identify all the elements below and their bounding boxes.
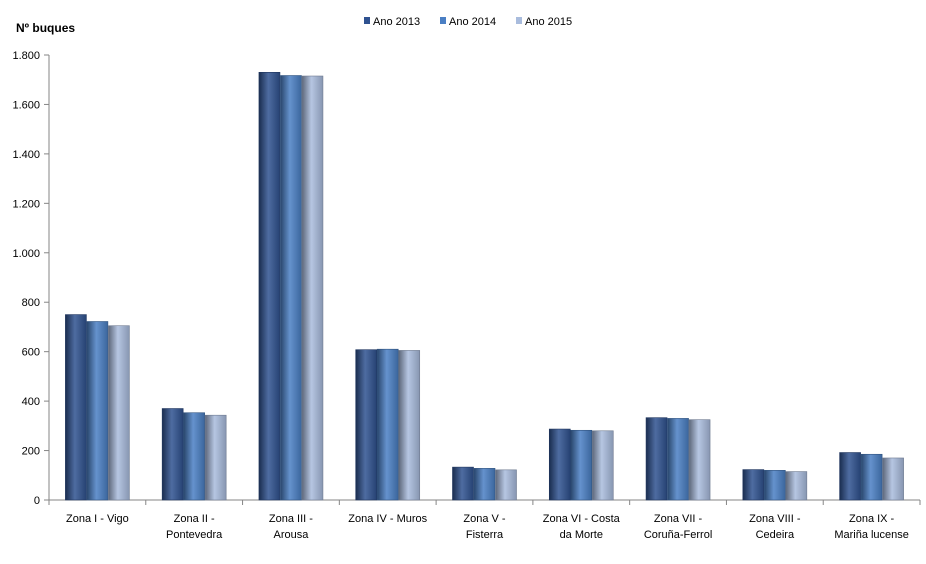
- bar-ano-2015: [301, 75, 324, 501]
- y-tick-label: 400: [22, 396, 40, 408]
- bar-ano-2013: [742, 469, 765, 501]
- x-tick-label: Zona II -Pontevedra: [166, 513, 223, 541]
- legend-swatch: [440, 17, 446, 24]
- bar-ano-2015: [495, 469, 517, 501]
- bar-ano-2014: [86, 321, 109, 501]
- legend-label: Ano 2014: [449, 16, 496, 28]
- y-tick-label: 200: [22, 446, 40, 458]
- bar-ano-2013: [645, 417, 668, 501]
- bars: [65, 72, 904, 501]
- y-axis-label: Nº buques: [16, 21, 75, 35]
- x-tick-label: Zona IV - Muros: [348, 513, 427, 525]
- bar-ano-2013: [452, 466, 474, 501]
- legend-swatch: [516, 17, 522, 24]
- x-tick-label: Zona VII -Coruña-Ferrol: [644, 513, 712, 541]
- legend-label: Ano 2015: [525, 16, 572, 28]
- bar-ano-2015: [882, 457, 904, 501]
- bar-ano-2014: [376, 348, 399, 501]
- bar-ano-2014: [570, 429, 593, 501]
- y-tick-label: 1.200: [12, 198, 40, 210]
- legend-label: Ano 2013: [373, 16, 420, 28]
- bar-ano-2015: [591, 430, 614, 501]
- y-tick-label: 1.800: [12, 50, 40, 62]
- bar-ano-2014: [183, 412, 205, 501]
- bar-ano-2013: [258, 72, 281, 501]
- y-tick-label: 1.000: [12, 248, 40, 260]
- x-tick-label: Zona V -Fisterra: [463, 513, 506, 541]
- legend-swatch: [364, 17, 370, 24]
- bar-ano-2015: [688, 419, 711, 501]
- axes: 0 200 400 600 800 1.000 1.200 1.400 1.600 1.800: [12, 50, 921, 507]
- x-tick-label: Zona III -Arousa: [269, 513, 313, 541]
- bar-ano-2014: [280, 75, 302, 501]
- bar-ano-2014: [764, 470, 786, 501]
- y-tick-label: 600: [22, 347, 40, 359]
- bar-ano-2014: [473, 468, 496, 501]
- x-tick-label: Zona VIII -Cedeira: [749, 513, 801, 541]
- y-tick-label: 0: [34, 495, 40, 507]
- x-tick-label: Zona I - Vigo: [66, 513, 129, 525]
- bar-ano-2013: [65, 314, 87, 501]
- x-tick-label: Zona IX -Mariña lucense: [834, 513, 909, 541]
- y-tick-label: 1.600: [12, 99, 40, 111]
- legend: Ano 2013 Ano 2014 Ano 2015: [364, 16, 572, 28]
- bar-ano-2014: [667, 418, 689, 501]
- bar-ano-2015: [785, 471, 808, 501]
- bar-ano-2015: [204, 414, 227, 501]
- bar-ano-2013: [355, 349, 378, 501]
- x-axis-labels: Zona I - Vigo Zona II -Pontevedra Zona III…: [66, 513, 909, 541]
- bar-ano-2013: [161, 408, 184, 501]
- bar-ano-2015: [398, 350, 421, 501]
- bar-ano-2013: [839, 452, 861, 501]
- bar-ano-2014: [860, 453, 883, 501]
- y-tick-label: 1.400: [12, 149, 40, 161]
- bar-ano-2013: [548, 428, 571, 501]
- x-tick-label: Zona VI - Costa da Morte: [543, 513, 621, 541]
- bar-ano-2015: [108, 325, 130, 501]
- y-tick-label: 800: [22, 297, 40, 309]
